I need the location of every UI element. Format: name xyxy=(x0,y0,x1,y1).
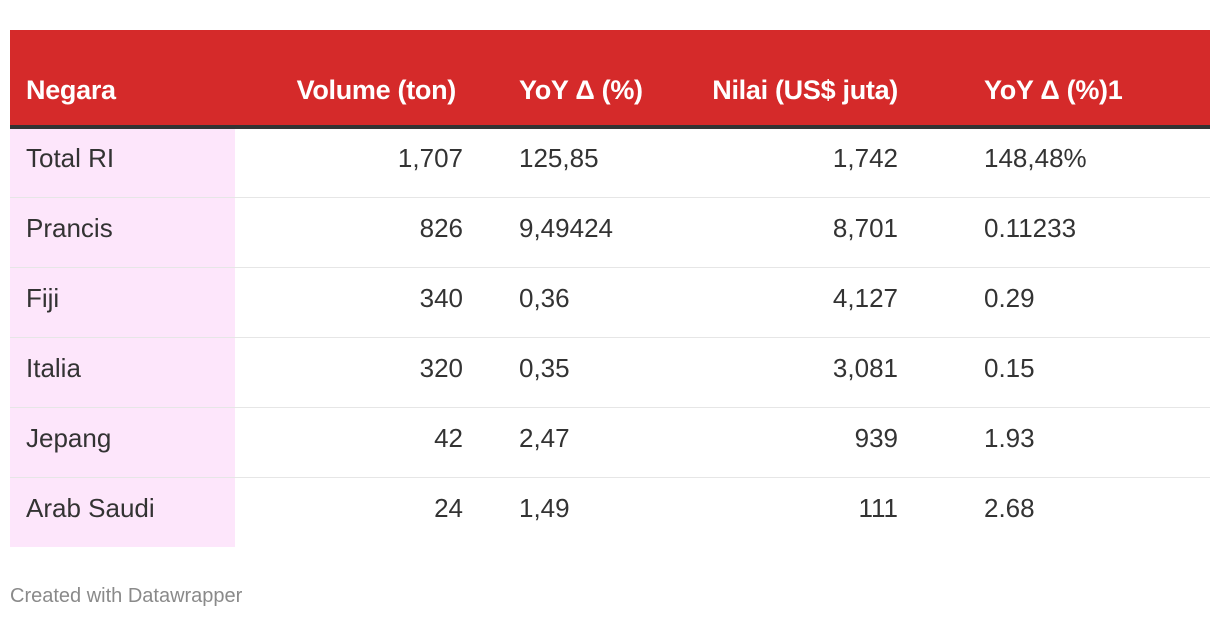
cell-nilai-yoy: 148,48% xyxy=(938,127,1210,198)
cell-nilai: 4,127 xyxy=(694,267,938,338)
cell-volume: 42 xyxy=(235,407,479,478)
cell-nilai: 111 xyxy=(858,492,898,523)
table-row: Total RI 1,707 125,85 1,742 148,48% xyxy=(10,127,1210,198)
table-row: Arab Saudi 24 1,49 111 2.68 xyxy=(10,477,1210,547)
cell-volume: 24 xyxy=(434,492,463,523)
cell-nilai-yoy: 0.11233 xyxy=(938,197,1210,268)
cell-volume-yoy: 1,49 xyxy=(519,492,570,523)
cell-nilai: 1,742 xyxy=(694,127,938,198)
cell-volume: 826 xyxy=(235,197,479,268)
cell-country: Arab Saudi xyxy=(10,477,235,547)
cell-volume-yoy: 0,36 xyxy=(479,267,694,338)
cell-nilai: 3,081 xyxy=(694,337,938,408)
cell-volume: 340 xyxy=(235,267,479,338)
table-row: Fiji 340 0,36 4,127 0.29 xyxy=(10,267,1210,338)
cell-volume-yoy: 0,35 xyxy=(479,337,694,408)
table-row: Italia 320 0,35 3,081 0.15 xyxy=(10,337,1210,408)
table-row: Jepang 42 2,47 939 1.93 xyxy=(10,407,1210,478)
cell-volume: 1,707 xyxy=(235,127,479,198)
table-row: Prancis 826 9,49424 8,701 0.11233 xyxy=(10,197,1210,268)
cell-nilai: 8,701 xyxy=(694,197,938,268)
data-table: Negara Volume (ton) YoY Δ (%) Nilai (US$… xyxy=(10,30,1210,547)
table-header-row: Negara Volume (ton) YoY Δ (%) Nilai (US$… xyxy=(10,30,1210,129)
column-header-volume[interactable]: Volume (ton) xyxy=(235,30,479,129)
cell-country: Fiji xyxy=(10,267,235,338)
cell-nilai: 939 xyxy=(694,407,938,478)
cell-nilai-yoy: 0.15 xyxy=(938,337,1210,408)
column-header-volume-yoy[interactable]: YoY Δ (%) xyxy=(479,30,694,129)
cell-country: Total RI xyxy=(10,127,235,198)
cell-country: Italia xyxy=(10,337,235,408)
data-table-container: Negara Volume (ton) YoY Δ (%) Nilai (US$… xyxy=(10,30,1210,547)
cell-nilai-yoy: 0.29 xyxy=(938,267,1210,338)
cell-nilai-yoy: 2.68 xyxy=(984,492,1035,523)
cell-volume-yoy: 125,85 xyxy=(479,127,694,198)
column-header-negara[interactable]: Negara xyxy=(10,30,235,129)
cell-nilai-yoy: 1.93 xyxy=(938,407,1210,478)
cell-volume-yoy: 2,47 xyxy=(479,407,694,478)
cell-volume-yoy: 9,49424 xyxy=(479,197,694,268)
datawrapper-credit[interactable]: Created with Datawrapper xyxy=(10,585,243,607)
cell-country: Prancis xyxy=(10,197,235,268)
column-header-nilai-yoy[interactable]: YoY Δ (%)1 xyxy=(938,30,1210,129)
cell-volume: 320 xyxy=(235,337,479,408)
cell-country: Jepang xyxy=(10,407,235,478)
column-header-nilai[interactable]: Nilai (US$ juta) xyxy=(694,30,938,129)
